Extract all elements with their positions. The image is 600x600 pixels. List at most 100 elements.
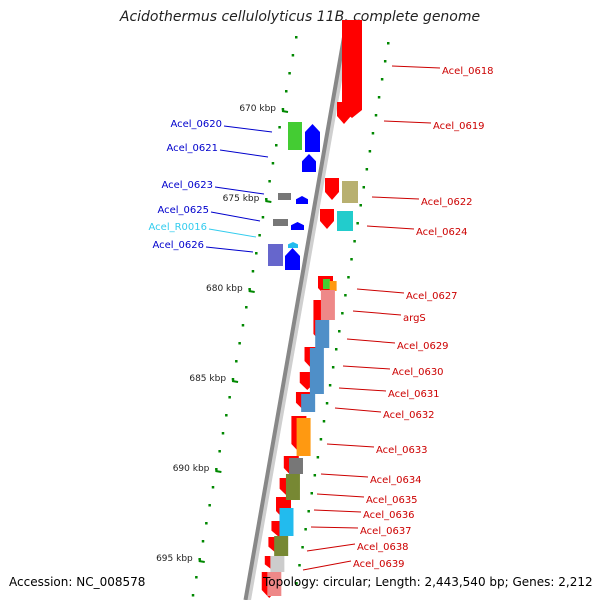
track-dot xyxy=(377,96,381,99)
track-dot xyxy=(221,432,225,435)
rna-arrow xyxy=(288,242,298,248)
gene-arrow-forward xyxy=(325,178,339,200)
track-dot xyxy=(362,186,366,189)
gene-label-right: Acel_0639 xyxy=(353,559,405,570)
scale-tick-label: 680 kbp xyxy=(206,284,243,294)
gene-arrow-reverse xyxy=(302,154,316,172)
gene-label-right: Acel_0629 xyxy=(397,341,449,352)
scale-tick xyxy=(281,110,289,113)
topology-text: Topology: circular; Length: 2,443,540 bp… xyxy=(263,575,593,589)
track-dot xyxy=(380,78,384,81)
track-dot xyxy=(387,42,390,45)
track-dot xyxy=(365,168,369,171)
gene-block xyxy=(273,219,288,226)
backbone-line xyxy=(243,19,349,600)
label-leader-line xyxy=(371,196,420,200)
gene-block xyxy=(278,193,291,200)
track-dot xyxy=(231,378,235,381)
label-leader-line xyxy=(383,120,432,124)
track-dot xyxy=(334,348,338,351)
track-dot xyxy=(271,162,275,165)
label-leader-line xyxy=(366,225,415,230)
label-leader-line xyxy=(210,211,261,222)
track-dot xyxy=(310,492,313,495)
gene-label-right: Acel_0634 xyxy=(370,475,422,486)
label-leader-line xyxy=(352,310,402,316)
track-dot xyxy=(325,402,329,405)
gene-label-left: Acel_0621 xyxy=(166,143,218,154)
track-dot xyxy=(255,252,258,255)
track-dot xyxy=(198,558,201,561)
track-dot xyxy=(211,486,215,489)
gene-block xyxy=(323,279,330,289)
track-dot xyxy=(201,540,205,543)
gene-block xyxy=(288,458,303,474)
track-dot xyxy=(331,366,335,369)
track-dot xyxy=(265,198,268,201)
track-dot xyxy=(281,108,285,111)
gene-arrow-reverse xyxy=(291,222,304,230)
gene-block xyxy=(315,320,330,348)
gene-label-right: Acel_0630 xyxy=(392,367,444,378)
track-dot xyxy=(208,504,211,507)
track-dot xyxy=(353,240,356,243)
track-dot xyxy=(241,324,245,327)
track-dot xyxy=(288,72,291,75)
track-dot xyxy=(298,564,301,567)
track-dot xyxy=(291,54,295,57)
label-leader-line xyxy=(313,509,362,513)
label-leader-line xyxy=(205,246,254,253)
track-dot xyxy=(258,234,261,237)
track-dot xyxy=(383,60,387,63)
gene-block xyxy=(320,290,335,320)
gene-label-right: Acel_0638 xyxy=(357,542,409,553)
track-dot xyxy=(225,414,228,417)
gene-label-right: argS xyxy=(403,313,426,324)
label-leader-line xyxy=(338,387,387,392)
label-leader-line xyxy=(208,228,257,238)
gene-label-right: Acel_0624 xyxy=(416,227,468,238)
label-leader-line xyxy=(219,149,269,158)
label-leader-line xyxy=(391,65,441,69)
scale-tick xyxy=(265,200,272,203)
track-dot xyxy=(285,90,288,93)
gene-block xyxy=(267,572,282,596)
map-title: Acidothermus cellulolyticus 11B, complet… xyxy=(119,9,481,25)
gene-block xyxy=(279,508,294,536)
label-leader-line xyxy=(342,365,391,370)
label-leader-line xyxy=(326,443,375,448)
gene-label-right: Acel_0618 xyxy=(442,66,494,77)
gene-block xyxy=(342,181,358,203)
track-dot xyxy=(368,150,372,153)
track-dot xyxy=(316,456,320,459)
gene-label-right: Acel_0636 xyxy=(363,510,415,521)
scale-tick-label: 675 kbp xyxy=(223,194,260,204)
gene-arrow-reverse xyxy=(296,196,308,204)
track-dot xyxy=(301,546,304,549)
track-dot xyxy=(275,144,278,147)
track-dot xyxy=(359,204,362,207)
label-leader-line xyxy=(356,288,405,294)
track-dot xyxy=(295,36,298,39)
gene-label-left: Acel_R0016 xyxy=(149,222,208,233)
scale-tick xyxy=(231,380,239,383)
track-dot xyxy=(328,384,332,387)
track-dot xyxy=(319,438,323,441)
track-dot xyxy=(248,288,251,291)
label-leader-line xyxy=(302,560,352,571)
track-dot xyxy=(304,528,307,531)
track-dot xyxy=(295,582,298,585)
gene-block xyxy=(337,211,353,231)
scale-tick xyxy=(198,560,205,563)
track-dot xyxy=(344,294,347,297)
scale-tick-label: 670 kbp xyxy=(239,104,276,114)
label-leader-line xyxy=(310,526,359,529)
track-dot xyxy=(238,342,241,345)
gene-label-left: Acel_0623 xyxy=(161,180,213,191)
label-leader-line xyxy=(346,338,396,344)
label-leader-line xyxy=(223,125,273,133)
track-dot xyxy=(245,306,248,309)
gene-block xyxy=(329,281,337,291)
gene-arrow-forward xyxy=(342,20,362,118)
